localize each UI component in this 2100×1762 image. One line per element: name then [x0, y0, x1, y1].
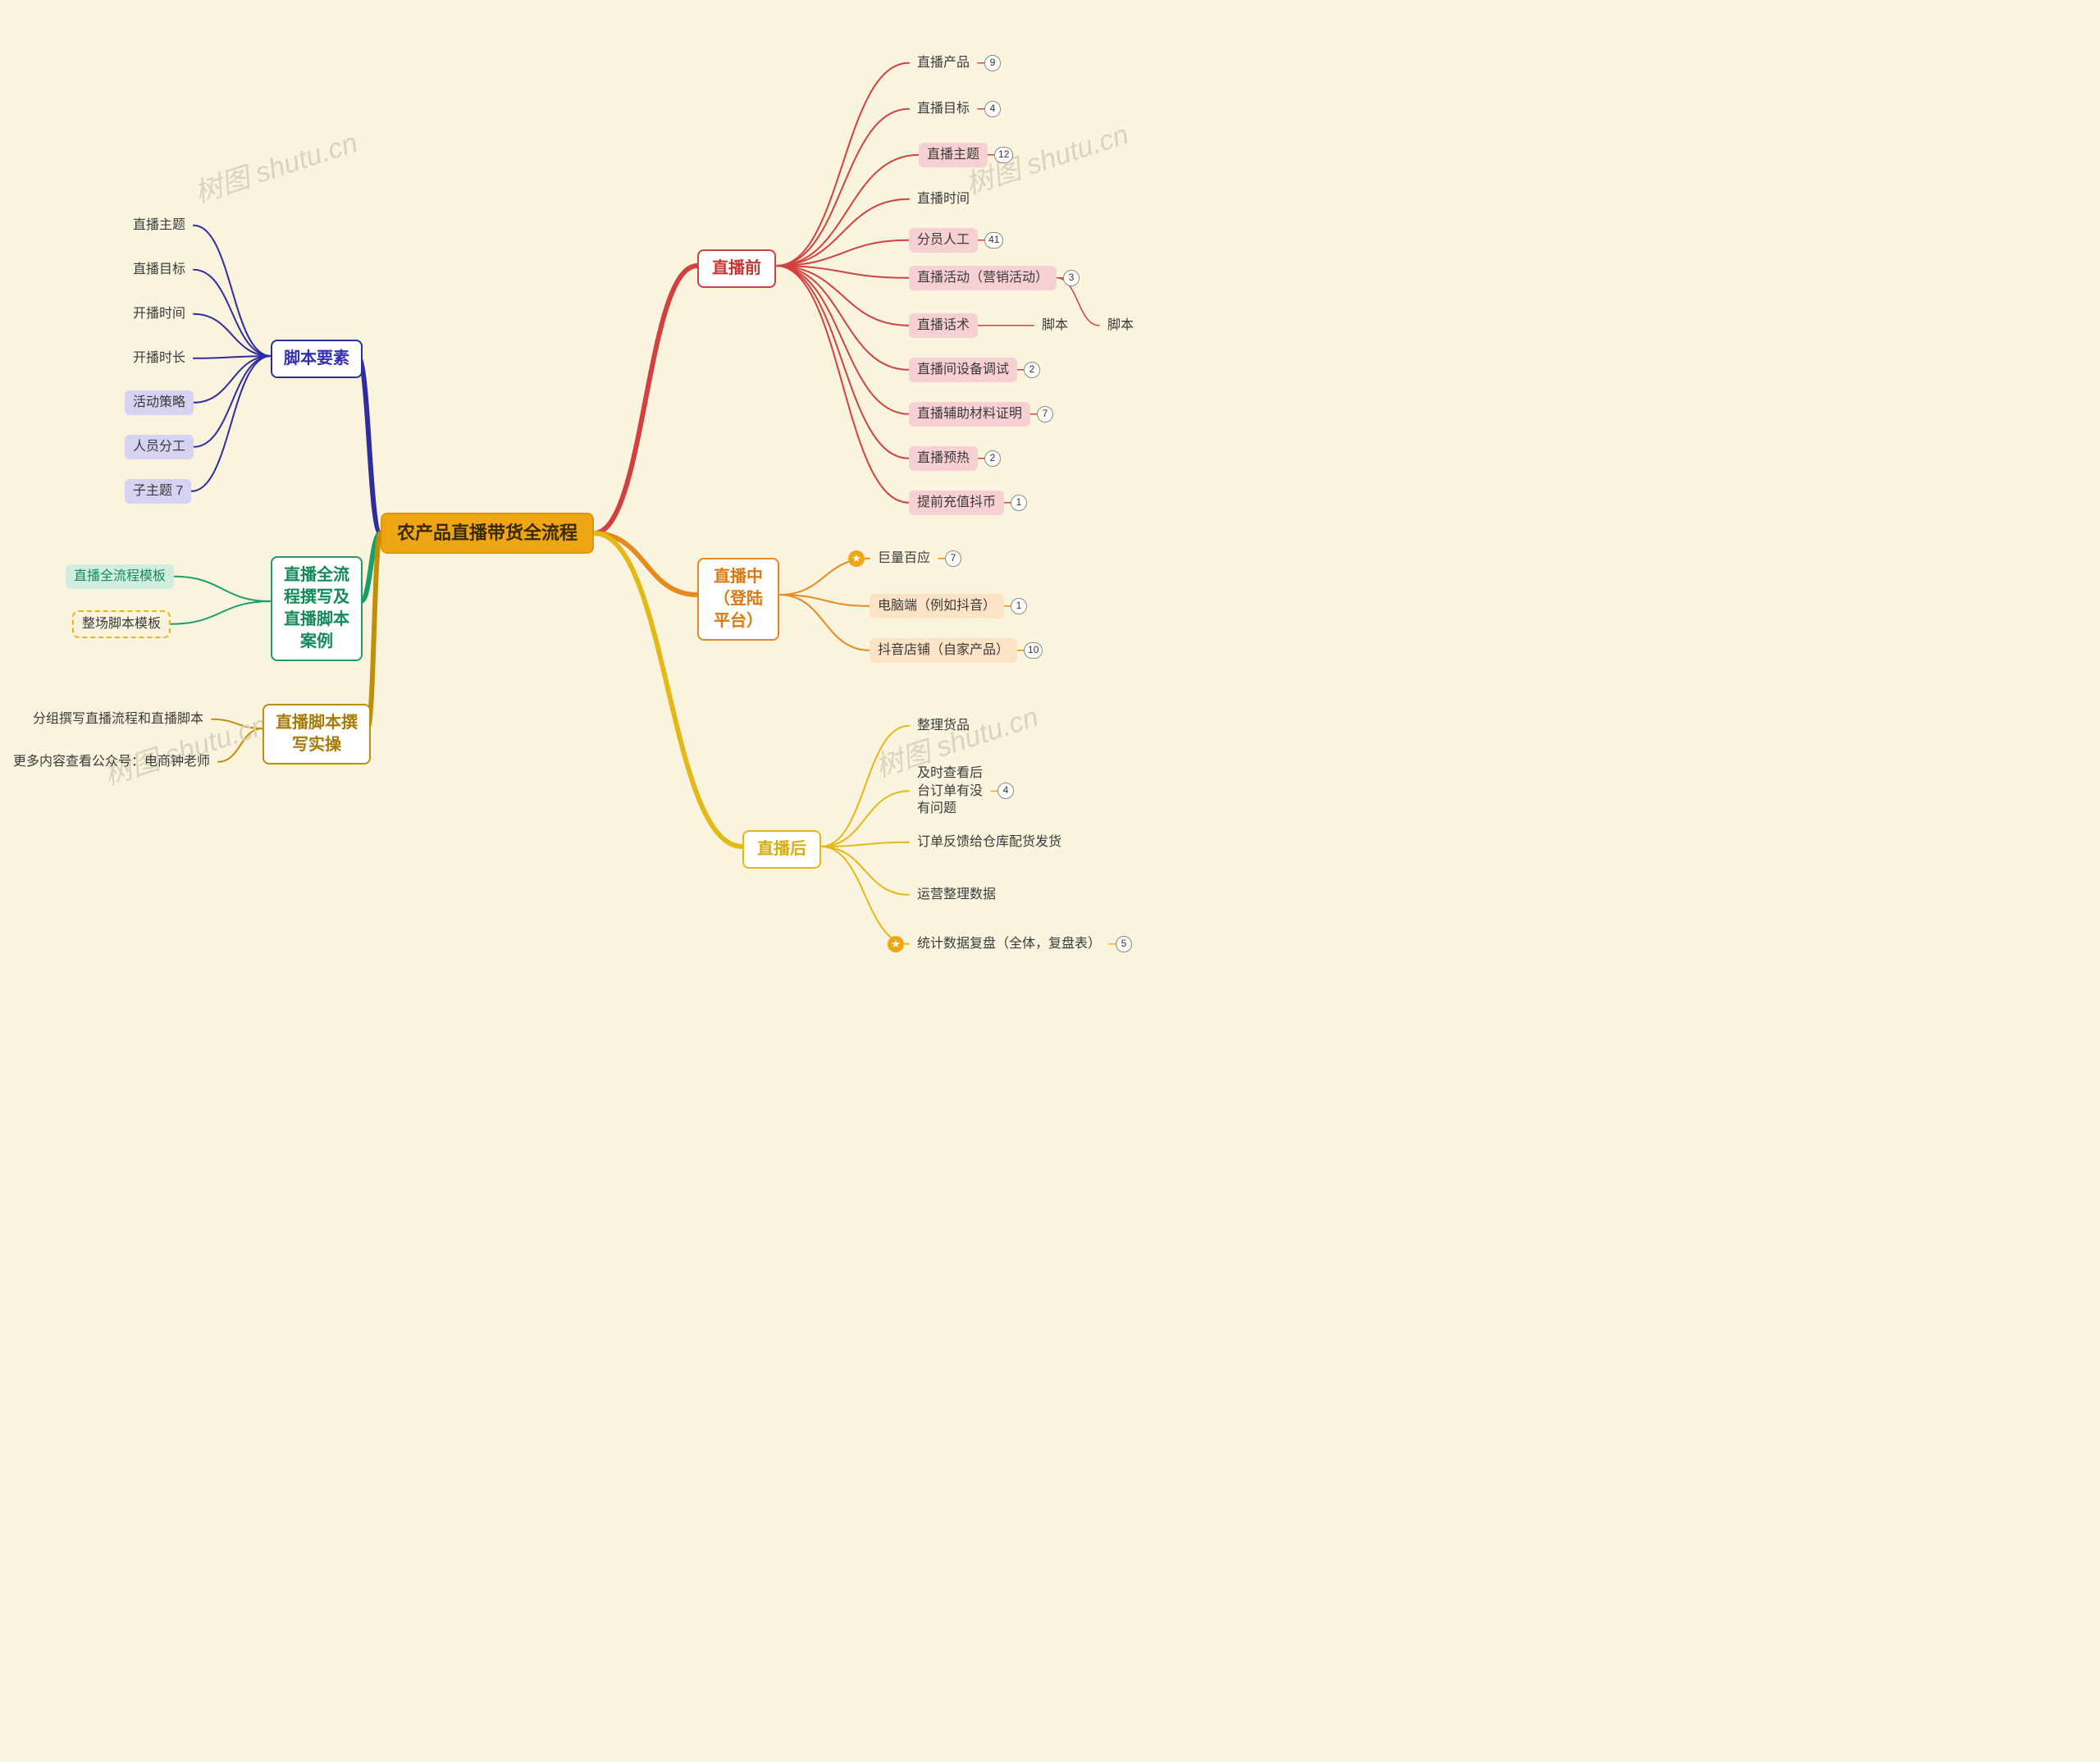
branch-practice[interactable]: 直播脚本撰 写实操 — [262, 704, 371, 765]
star-icon: ★ — [888, 936, 904, 952]
branch-before[interactable]: 直播前 — [697, 249, 776, 288]
count-badge: 2 — [984, 450, 1001, 467]
branch-after[interactable]: 直播后 — [742, 830, 821, 869]
leaf[interactable]: 统计数据复盘（全体，复盘表） — [909, 932, 1109, 956]
leaf[interactable]: 及时查看后 台订单有没 有问题 — [909, 761, 991, 821]
leaf[interactable]: 电脑端（例如抖音） — [870, 594, 1004, 619]
branch-elements[interactable]: 脚本要素 — [271, 340, 363, 378]
edge-layer — [0, 0, 1280, 1074]
leaf[interactable]: 分员人工 — [909, 228, 978, 253]
leaf[interactable]: 分组撰写直播流程和直播脚本 — [25, 707, 212, 732]
leaf[interactable]: 直播活动（营销活动） — [909, 266, 1057, 290]
leaf[interactable]: 整理货品 — [909, 714, 978, 738]
leaf-sub[interactable]: 脚本 — [1099, 313, 1142, 338]
count-badge: 7 — [945, 550, 961, 567]
leaf[interactable]: 更多内容查看公众号：电商钟老师 — [5, 750, 218, 774]
leaf[interactable]: 巨量百应 — [870, 546, 938, 571]
leaf[interactable]: 直播主题 — [919, 143, 988, 167]
leaf[interactable]: 人员分工 — [125, 435, 194, 459]
leaf[interactable]: 开播时间 — [125, 302, 194, 326]
leaf[interactable]: 运营整理数据 — [909, 883, 1004, 907]
count-badge: 2 — [1024, 362, 1040, 378]
leaf[interactable]: 订单反馈给仓库配货发货 — [909, 830, 1070, 855]
count-badge: 41 — [984, 232, 1003, 249]
leaf[interactable]: 直播预热 — [909, 446, 978, 471]
leaf[interactable]: 抖音店铺（自家产品） — [870, 638, 1017, 663]
count-badge: 9 — [984, 55, 1001, 71]
center-node[interactable]: 农产品直播带货全流程 — [381, 513, 594, 554]
leaf[interactable]: 开播时长 — [125, 346, 194, 371]
count-badge: 4 — [998, 783, 1014, 799]
count-badge: 1 — [1011, 598, 1027, 614]
count-badge: 12 — [994, 147, 1013, 163]
leaf[interactable]: 活动策略 — [125, 390, 194, 415]
leaf[interactable]: 直播主题 — [125, 213, 194, 238]
count-badge: 7 — [1037, 406, 1053, 422]
leaf[interactable]: 直播话术 — [909, 313, 978, 338]
leaf[interactable]: 提前充值抖币 — [909, 491, 1004, 515]
leaf[interactable]: 直播全流程模板 — [66, 564, 174, 589]
leaf[interactable]: 整场脚本模板 — [72, 610, 171, 638]
branch-cases[interactable]: 直播全流 程撰写及 直播脚本 案例 — [271, 556, 363, 661]
leaf[interactable]: 直播目标 — [125, 258, 194, 282]
count-badge: 10 — [1024, 642, 1043, 659]
leaf[interactable]: 直播辅助材料证明 — [909, 402, 1030, 427]
count-badge: 1 — [1011, 495, 1027, 511]
star-icon: ★ — [848, 550, 865, 567]
leaf-sub[interactable]: 脚本 — [1034, 313, 1076, 338]
leaf[interactable]: 直播产品 — [909, 51, 978, 75]
mindmap-canvas: 树图 shutu.cn树图 shutu.cn树图 shutu.cn树图 shut… — [0, 0, 1280, 1074]
branch-during[interactable]: 直播中 （登陆 平台） — [697, 558, 779, 641]
leaf[interactable]: 子主题 7 — [125, 479, 191, 504]
leaf[interactable]: 直播间设备调试 — [909, 358, 1017, 382]
watermark: 树图 shutu.cn — [189, 120, 362, 210]
leaf[interactable]: 直播时间 — [909, 187, 978, 212]
count-badge: 3 — [1063, 270, 1080, 286]
count-badge: 4 — [984, 101, 1001, 117]
leaf[interactable]: 直播目标 — [909, 97, 978, 121]
count-badge: 5 — [1116, 936, 1132, 952]
